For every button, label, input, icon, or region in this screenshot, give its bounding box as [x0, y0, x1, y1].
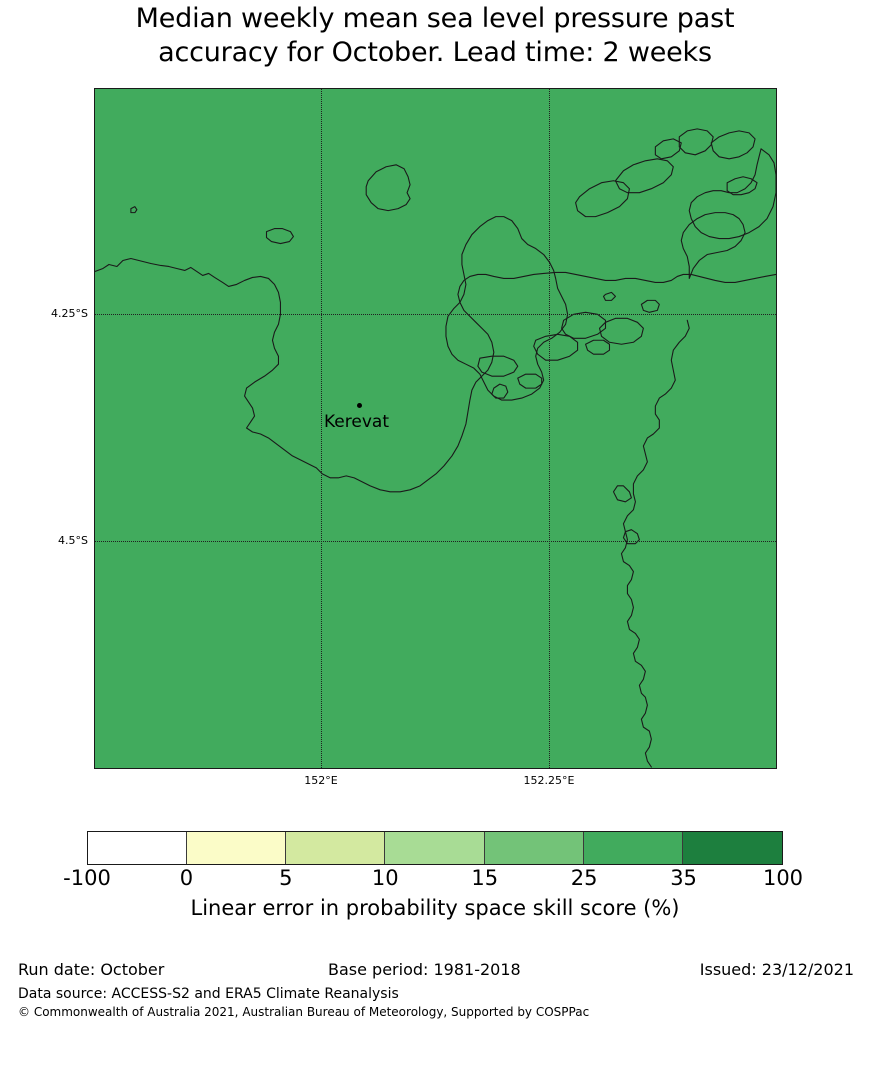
footer-issued-date: Issued: 23/12/2021: [699, 960, 854, 979]
colorbar[interactable]: [87, 831, 783, 865]
colorbar-segment-6[interactable]: [682, 832, 782, 864]
station-marker-kerevat[interactable]: [357, 403, 362, 408]
map-skill-score-fill: [95, 89, 776, 768]
colorbar-tick-2: 5: [279, 866, 293, 890]
station-label-kerevat: Kerevat: [324, 412, 389, 432]
page-title-line-1: Median weekly mean sea level pressure pa…: [135, 3, 735, 34]
colorbar-tick-4: 15: [471, 866, 499, 890]
xtick-label-0: 152°E: [304, 774, 338, 787]
colorbar-gradient[interactable]: [87, 831, 783, 865]
colorbar-segment-4[interactable]: [484, 832, 584, 864]
gridline-lon-152-25e: [549, 89, 550, 768]
page-title-line-2: accuracy for October. Lead time: 2 weeks: [158, 37, 712, 68]
gridline-lat-4-5s: [95, 541, 776, 542]
footer-run-date: Run date: October: [18, 960, 165, 979]
footer-copyright: © Commonwealth of Australia 2021, Austra…: [18, 1005, 590, 1019]
colorbar-tick-6: 35: [670, 866, 697, 890]
colorbar-tick-labels: -100 0 5 10 15 25 35 100: [63, 866, 803, 893]
footer-base-period: Base period: 1981-2018: [328, 960, 521, 979]
colorbar-tick-7: 100: [762, 866, 804, 890]
colorbar-segment-3[interactable]: [385, 832, 485, 864]
gridline-lon-152e: [321, 89, 322, 768]
footer: Run date: October Base period: 1981-2018…: [0, 960, 870, 1030]
colorbar-tick-0: -100: [63, 866, 111, 890]
colorbar-segment-1[interactable]: [187, 832, 287, 864]
footer-data-source: Data source: ACCESS-S2 and ERA5 Climate …: [18, 986, 399, 1002]
colorbar-segment-2[interactable]: [286, 832, 386, 864]
longitude-axis: 152°E 152.25°E: [94, 775, 777, 791]
colorbar-axis-title: Linear error in probability space skill …: [190, 896, 680, 920]
map-plot-area[interactable]: Kerevat: [94, 88, 777, 769]
gridline-lat-4-25s: [95, 314, 776, 315]
colorbar-segment-0[interactable]: [88, 832, 188, 864]
colorbar-tick-5: 25: [570, 866, 598, 890]
colorbar-segment-5[interactable]: [583, 832, 683, 864]
page-title: Median weekly mean sea level pressure pa…: [0, 2, 870, 70]
latitude-axis: 4.25°S 4.5°S: [0, 88, 88, 769]
xtick-label-1: 152.25°E: [523, 774, 575, 787]
coastline-layer: [95, 128, 776, 768]
ytick-label-0: 4.25°S: [51, 307, 88, 320]
colorbar-tick-1: 0: [179, 866, 194, 890]
ytick-label-1: 4.5°S: [58, 534, 88, 547]
footer-metadata-row: Run date: October Base period: 1981-2018…: [18, 960, 854, 982]
colorbar-tick-3: 10: [371, 866, 399, 890]
